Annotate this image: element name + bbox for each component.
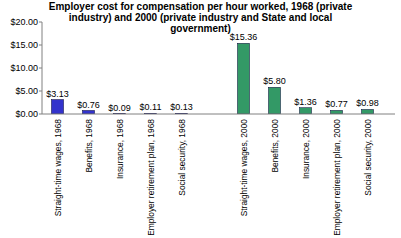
x-tick-label: Straight-time wages, 1968 [53, 119, 63, 217]
background [0, 0, 401, 238]
data-label: $0.77 [325, 99, 348, 109]
data-label: $0.09 [108, 103, 131, 113]
data-label: $0.11 [140, 102, 162, 112]
bar [83, 111, 95, 114]
bar [52, 100, 64, 114]
title-line: industry) and 2000 (private industry and… [69, 12, 333, 23]
data-label: $1.36 [294, 97, 317, 107]
bar [331, 110, 343, 114]
x-tick-label: Insurance, 2000 [301, 119, 311, 179]
data-label: $3.13 [46, 89, 69, 99]
chart: Employer cost for compensation per hour … [0, 0, 401, 238]
bar [300, 108, 312, 114]
x-tick-label: Straight-time wages, 2000 [239, 119, 249, 217]
y-tick-label: $10.00 [10, 63, 38, 73]
x-tick-label: Employer retirement plan, 1968 [146, 119, 156, 236]
data-label: $5.80 [263, 76, 286, 86]
x-tick-label: Benefits, 2000 [270, 119, 280, 173]
y-tick-label: $5.00 [15, 86, 38, 96]
title-line: Employer cost for compensation per hour … [49, 1, 353, 12]
title: Employer cost for compensation per hour … [49, 1, 353, 34]
data-label: $15.36 [230, 32, 258, 42]
x-tick-label: Benefits, 1968 [84, 119, 94, 173]
y-tick-label: $0.00 [15, 109, 38, 119]
x-tick-label: Employer retirement plan, 2000 [332, 119, 342, 236]
y-axis [42, 22, 43, 114]
y-tick-label: $15.00 [10, 40, 38, 50]
data-label: $0.76 [77, 100, 100, 110]
bars [52, 43, 374, 114]
bar [269, 87, 281, 114]
data-label: $0.98 [356, 98, 379, 108]
bar [362, 109, 374, 114]
data-label: $0.13 [170, 102, 193, 112]
title-line: government) [170, 23, 231, 34]
x-axis [42, 114, 395, 115]
y-tick-label: $20.00 [10, 17, 38, 27]
bar [238, 43, 250, 114]
x-tick-label: Insurance, 1968 [115, 119, 125, 179]
x-tick-label: Social security, 1968 [177, 119, 187, 196]
x-tick-label: Social security, 2000 [363, 119, 373, 196]
